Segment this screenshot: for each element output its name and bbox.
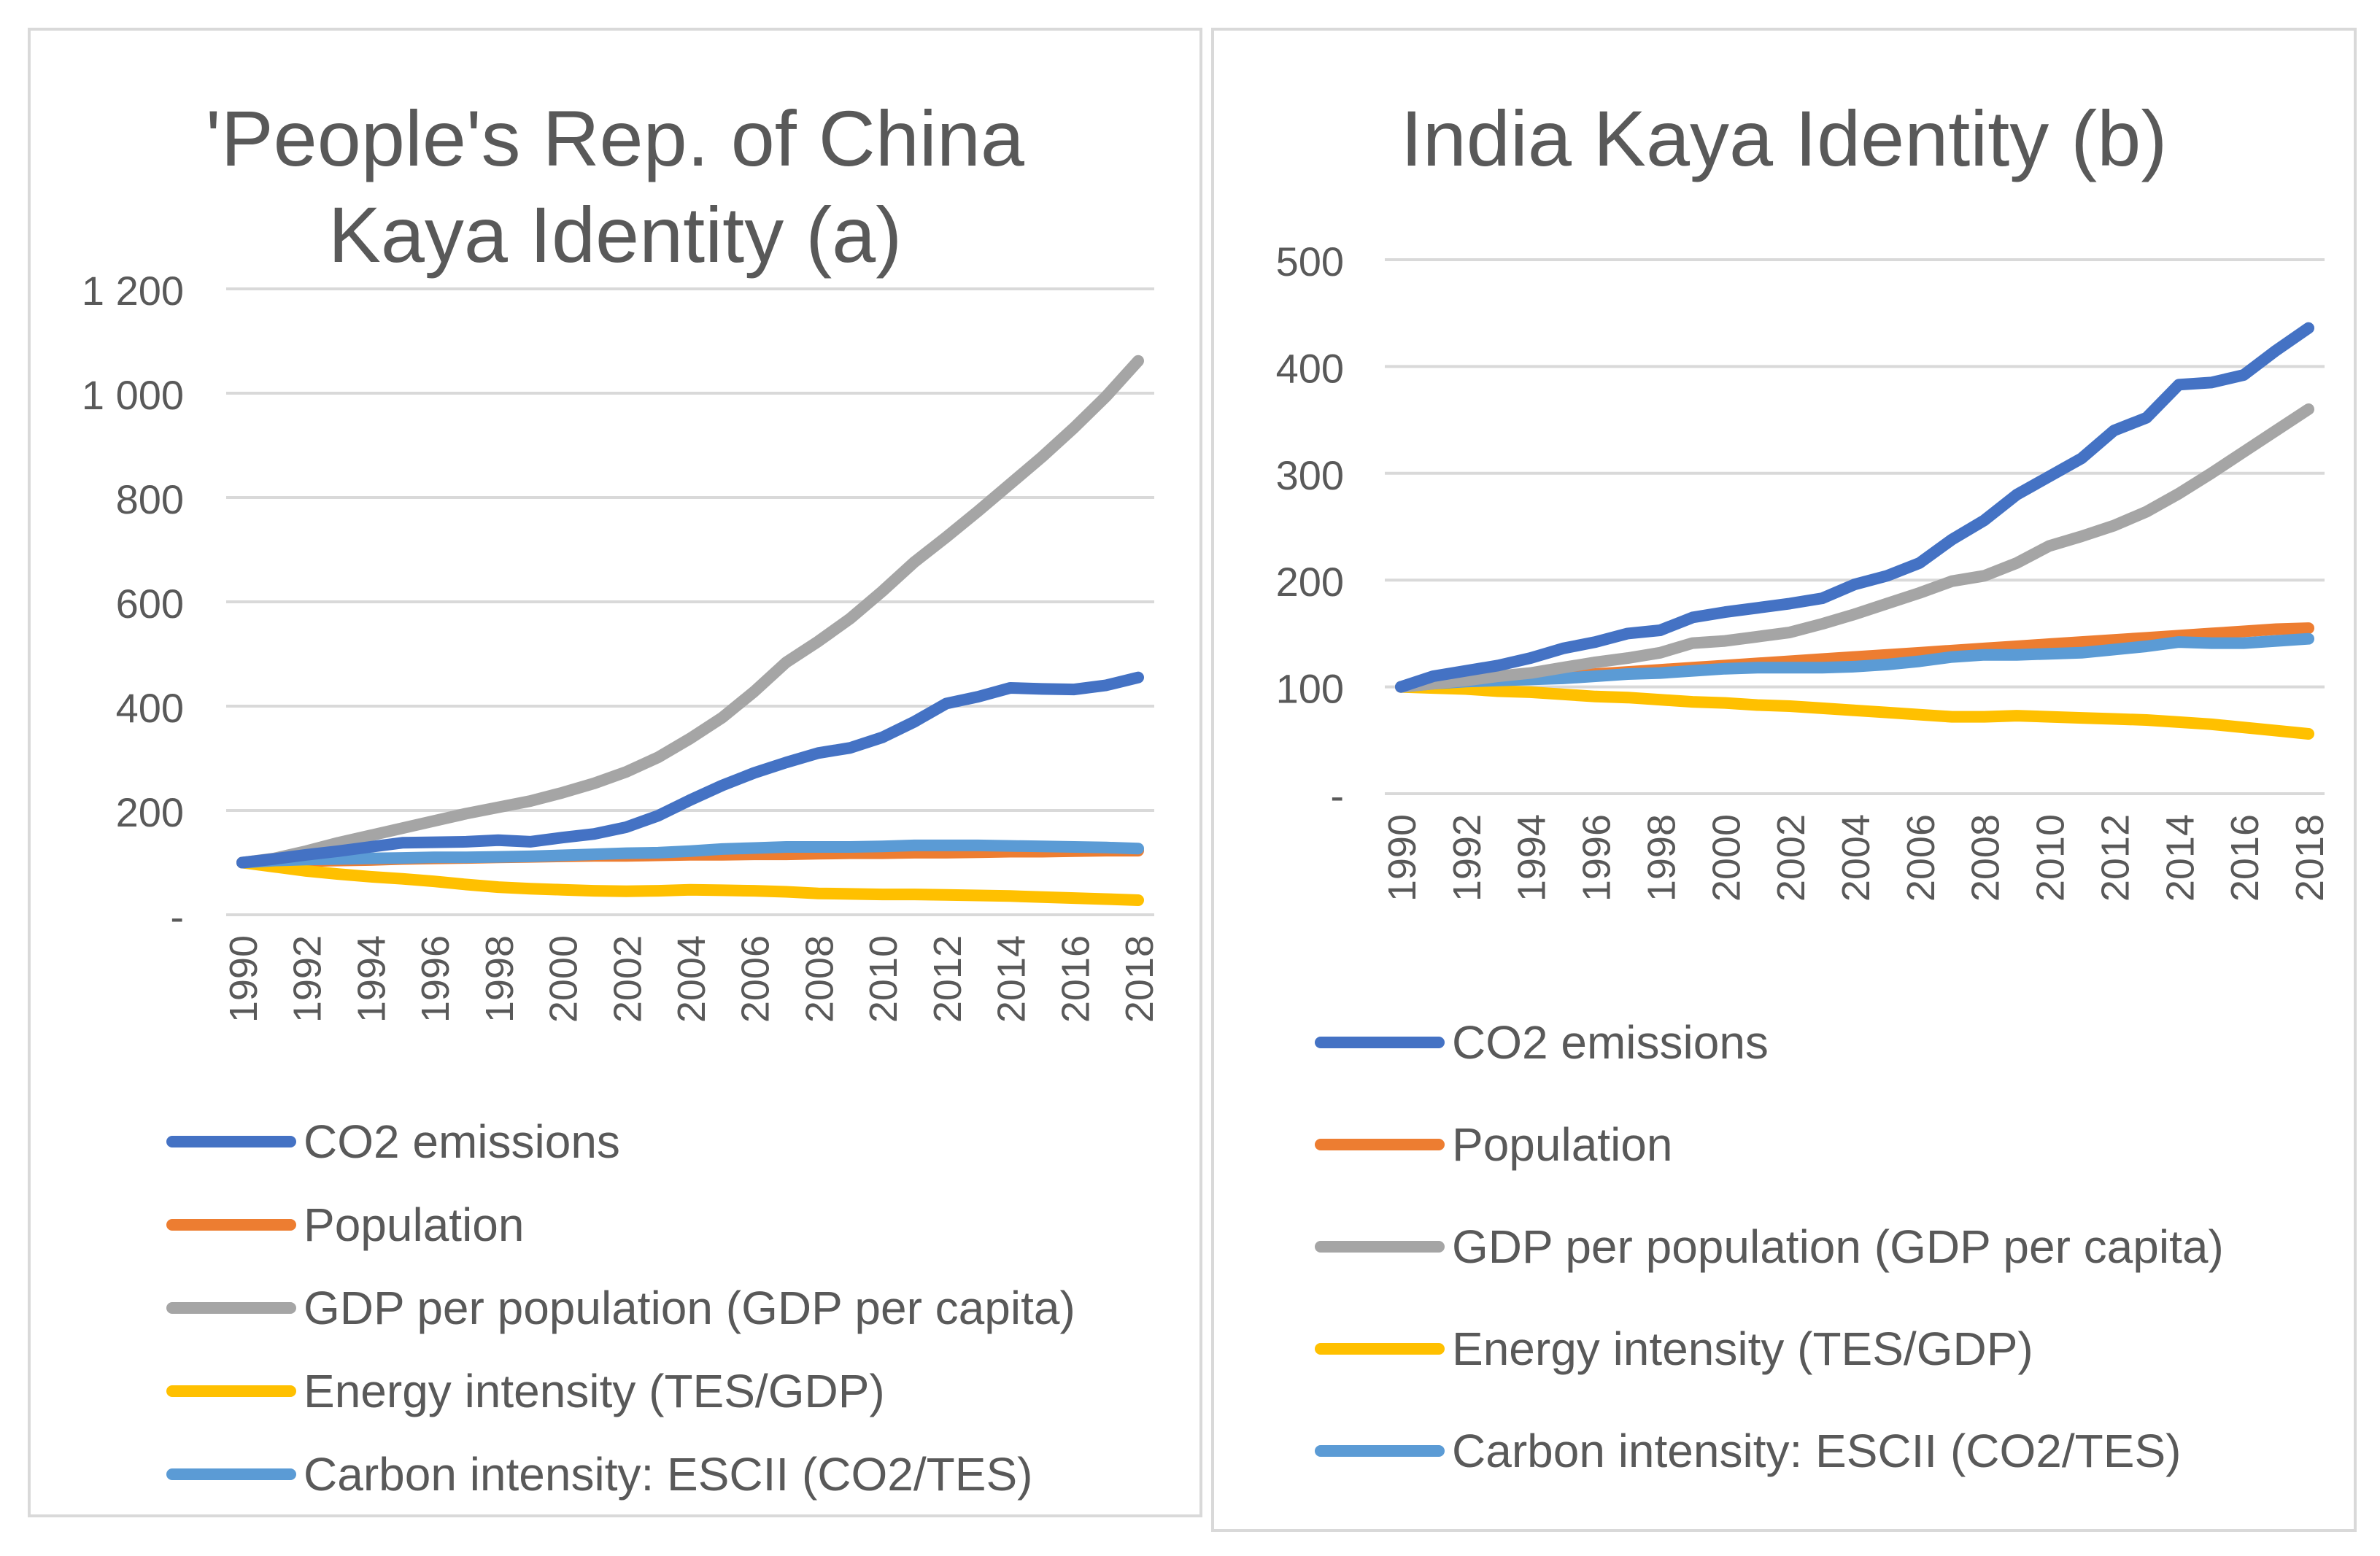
- x-tick-label: 2004: [1834, 814, 1878, 902]
- x-tick-label: 2002: [1769, 814, 1813, 902]
- x-tick-label: 2008: [1964, 814, 2008, 902]
- series-line-0: [236, 671, 1144, 869]
- legend-swatch: [166, 1136, 296, 1147]
- x-tick-label: 2000: [542, 935, 586, 1023]
- y-tick-label: 800: [116, 476, 184, 522]
- legend-item: CO2 emissions: [1315, 1010, 1769, 1075]
- chart-title: India Kaya Identity (b): [1214, 90, 2354, 187]
- legend-item: Carbon intensity: ESCII (CO2/TES): [1315, 1418, 2181, 1484]
- y-tick-label: -: [1330, 773, 1344, 818]
- legend-label: Population: [304, 1199, 525, 1251]
- legend-swatch: [166, 1219, 296, 1231]
- legend-item: Population: [1315, 1112, 1672, 1177]
- x-tick-label: 2006: [734, 935, 778, 1023]
- legend-label: Population: [1452, 1118, 1673, 1171]
- x-tick-label: 2016: [1054, 935, 1097, 1023]
- y-tick-label: 1 200: [82, 268, 184, 314]
- series-line-3: [236, 856, 1144, 906]
- x-tick-label: 1996: [1575, 814, 1619, 902]
- x-tick-label: 2016: [2223, 814, 2267, 902]
- legend-label: GDP per population (GDP per capita): [1452, 1220, 2224, 1273]
- legend-label: CO2 emissions: [304, 1115, 620, 1168]
- legend-item: Energy intensity (TES/GDP): [1315, 1316, 2033, 1382]
- x-tick-label: 1990: [222, 935, 266, 1023]
- y-tick-label: 500: [1276, 239, 1344, 285]
- series-line-2: [1395, 403, 2314, 693]
- line-chart-india: - 100 200 300 400 500 1990 1992 1994 1996 1998 2000…: [1276, 239, 2332, 902]
- x-tick-label: 2018: [1118, 935, 1162, 1023]
- series-line-3: [1395, 681, 2314, 740]
- legend-swatch: [1315, 1139, 1445, 1150]
- series-line-2: [236, 355, 1144, 869]
- x-tick-label: 1996: [414, 935, 457, 1023]
- legend-item: Carbon intensity: ESCII (CO2/TES): [166, 1441, 1032, 1507]
- x-tick-label: 2014: [2158, 814, 2202, 902]
- chart-title: 'People's Rep. of China Kaya Identity (a…: [31, 90, 1199, 283]
- x-tick-label: 2000: [1704, 814, 1748, 902]
- y-tick-label: -: [170, 894, 184, 940]
- legend-swatch: [1315, 1445, 1445, 1457]
- legend-item: GDP per population (GDP per capita): [1315, 1214, 2224, 1280]
- legend-swatch: [166, 1302, 296, 1314]
- legend-item: Energy intensity (TES/GDP): [166, 1358, 885, 1424]
- series-line-4: [236, 839, 1144, 869]
- x-tick-label: 2014: [990, 935, 1034, 1023]
- legend-label: Carbon intensity: ESCII (CO2/TES): [1452, 1425, 2182, 1477]
- legend-label: Energy intensity (TES/GDP): [304, 1365, 885, 1417]
- x-tick-label: 1992: [286, 935, 330, 1023]
- x-tick-label: 1998: [1639, 814, 1683, 902]
- series-line-0: [1395, 322, 2314, 693]
- legend-label: Carbon intensity: ESCII (CO2/TES): [304, 1448, 1033, 1501]
- x-tick-label: 2006: [1899, 814, 1943, 902]
- y-tick-label: 1 000: [82, 372, 184, 418]
- legend-label: Energy intensity (TES/GDP): [1452, 1323, 2033, 1375]
- x-tick-label: 2008: [797, 935, 841, 1023]
- legend-swatch: [166, 1468, 296, 1480]
- x-tick-label: 2012: [2093, 814, 2137, 902]
- legend-label: CO2 emissions: [1452, 1016, 1769, 1069]
- legend-label: GDP per population (GDP per capita): [304, 1282, 1075, 1334]
- legend-swatch: [1315, 1241, 1445, 1253]
- x-tick-label: 2010: [862, 935, 905, 1023]
- x-tick-label: 1990: [1380, 814, 1424, 902]
- y-tick-label: 400: [116, 685, 184, 731]
- legend-swatch: [1315, 1343, 1445, 1355]
- legend-item: GDP per population (GDP per capita): [166, 1275, 1075, 1341]
- x-tick-label: 2012: [926, 935, 970, 1023]
- x-tick-label: 1992: [1445, 814, 1489, 902]
- chart-title-line-1: 'People's Rep. of China: [206, 94, 1024, 182]
- y-tick-label: 600: [116, 581, 184, 627]
- legend-swatch: [1315, 1037, 1445, 1048]
- y-tick-label: 300: [1276, 452, 1344, 498]
- legend-item: CO2 emissions: [166, 1109, 620, 1174]
- legend-swatch: [166, 1385, 296, 1397]
- x-tick-label: 1994: [349, 935, 393, 1023]
- x-tick-label: 2004: [670, 935, 714, 1023]
- x-tick-label: 1994: [1510, 814, 1554, 902]
- legend-item: Population: [166, 1192, 524, 1258]
- y-tick-label: 200: [116, 789, 184, 835]
- y-tick-label: 100: [1276, 666, 1344, 712]
- chart-title-line-2: Kaya Identity (a): [328, 190, 903, 279]
- line-chart-china: - 200 400 600 800 1 000 1 200 1990 1992 1994 1996 1…: [82, 268, 1162, 1023]
- x-tick-label: 1998: [478, 935, 522, 1023]
- x-tick-label: 2002: [606, 935, 649, 1023]
- series-line-4: [1395, 632, 2314, 693]
- y-tick-label: 400: [1276, 345, 1344, 391]
- chart-title-line-1: India Kaya Identity (b): [1400, 94, 2168, 182]
- chart-panel-india: India Kaya Identity (b) - 100 200 300 400 500…: [1211, 28, 2357, 1532]
- y-tick-label: 200: [1276, 559, 1344, 605]
- x-tick-label: 2010: [2029, 814, 2073, 902]
- x-tick-label: 2018: [2288, 814, 2332, 902]
- chart-panel-china: 'People's Rep. of China Kaya Identity (a…: [28, 28, 1202, 1517]
